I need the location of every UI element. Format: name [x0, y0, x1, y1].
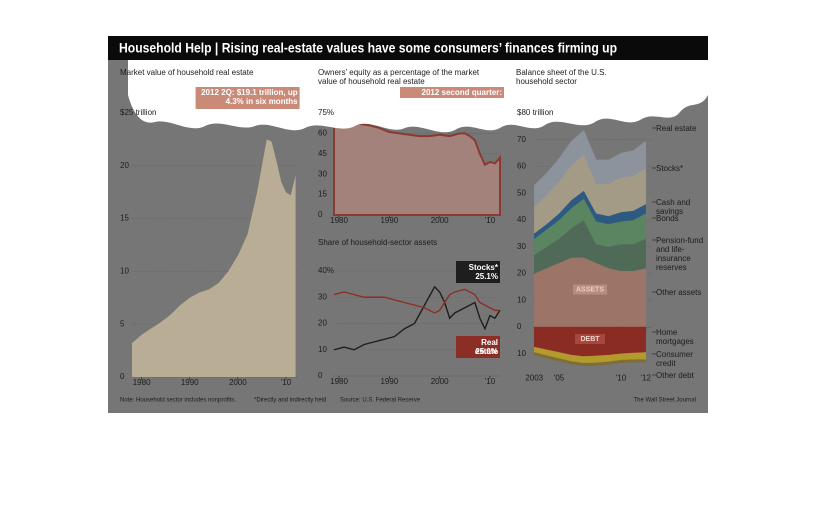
- x-tick-label: 2000: [431, 216, 449, 225]
- y-tick-label: 10: [517, 349, 526, 358]
- value-label: 25.0%: [475, 347, 498, 356]
- chart-title: Market value of household real estate: [120, 68, 254, 77]
- x-tick-label: 1980: [133, 378, 151, 387]
- labels: Household Help | Rising real-estate valu…: [108, 36, 708, 404]
- legend-label: Other debt: [656, 371, 694, 380]
- y-tick-label: 50: [517, 188, 526, 197]
- y-tick-label: 20: [120, 161, 129, 170]
- y-tick-label: 75%: [318, 108, 334, 117]
- y-tick-label: 0: [318, 210, 323, 219]
- x-tick-label: '12: [641, 374, 652, 383]
- x-tick-label: 2003: [525, 374, 543, 383]
- stacked-area: [534, 130, 647, 208]
- y-tick-label: 60: [318, 129, 327, 138]
- y-tick-label: 0: [318, 371, 323, 380]
- x-tick-label: 1980: [330, 216, 348, 225]
- stacked-area: [534, 352, 647, 367]
- x-tick-label: 2000: [431, 377, 449, 386]
- x-tick-label: 1980: [330, 377, 348, 386]
- y-tick-label: 5: [120, 319, 125, 328]
- x-tick-label: 1990: [380, 216, 398, 225]
- line: [333, 285, 501, 351]
- x-tick-label: 1990: [181, 378, 199, 387]
- debt-box: [575, 334, 605, 345]
- y-tick-label: 40%: [318, 266, 334, 275]
- y-tick-label: 10: [318, 345, 327, 354]
- value-label: 25.1%: [475, 272, 498, 281]
- legend-label: Stocks*: [656, 164, 684, 173]
- chart-title: Owners’ equity as a percentage of the ma…: [318, 68, 480, 86]
- x-tick-label: '10: [485, 377, 496, 386]
- y-tick-label: 30: [318, 292, 327, 301]
- label-box: [456, 336, 500, 358]
- series-name: Stocks*: [468, 263, 498, 272]
- x-tick-label: '10: [616, 374, 627, 383]
- y-tick-label: 15: [318, 190, 327, 199]
- y-tick-label: 40: [517, 215, 526, 224]
- y-tick-label: $80 trillion: [517, 108, 553, 117]
- note: *Directly and indirectly held: [254, 398, 326, 404]
- y-tick-label: 20: [318, 319, 327, 328]
- y-tick-label: 0: [517, 322, 522, 331]
- y-tick-label: 10: [517, 295, 526, 304]
- annotation-box: [400, 87, 504, 98]
- x-tick-label: '10: [281, 378, 292, 387]
- y-tick-label: 10: [120, 267, 129, 276]
- x-tick-label: 2000: [229, 378, 247, 387]
- legend-label: Home mortgages: [656, 328, 694, 346]
- title-bar: [108, 36, 708, 60]
- y-tick-label: 30: [318, 169, 327, 178]
- legend-label: Real estate: [656, 124, 697, 133]
- assets-label: ASSETS: [576, 286, 604, 293]
- annotation: 2012 2Q: $19.1 trillion, up 4.3% in six …: [201, 88, 298, 106]
- legend-label: Cash and savings: [656, 198, 691, 216]
- series-name: Real estate: [474, 338, 498, 356]
- x-tick-label: '05: [554, 374, 565, 383]
- source: Source: U.S. Federal Reserve: [340, 398, 421, 404]
- page-title: Household Help | Rising real-estate valu…: [119, 40, 617, 56]
- annotation-box: [195, 87, 300, 109]
- line: [333, 288, 500, 314]
- y-tick-label: 70: [517, 135, 526, 144]
- debt-label: DEBT: [580, 336, 600, 343]
- note: Note: Household sector includes nonprofi…: [120, 398, 236, 404]
- x-tick-label: 1990: [380, 377, 398, 386]
- label-box: [456, 261, 500, 283]
- chart-title: Share of household-sector assets: [318, 238, 438, 247]
- chart-title: Balance sheet of the U.S. household sect…: [516, 68, 607, 86]
- y-tick-label: 15: [120, 214, 129, 223]
- assets-box: [573, 284, 607, 295]
- annotation: 2012 second quarter: 42.1%: [421, 88, 502, 106]
- area: [132, 139, 296, 377]
- y-tick-label: 0: [120, 372, 125, 381]
- y-tick-label: 20: [517, 269, 526, 278]
- legend-label: Other assets: [656, 288, 702, 297]
- x-tick-label: '10: [485, 216, 496, 225]
- y-tick-label: 60: [517, 162, 526, 171]
- y-tick-label: $25 trillion: [120, 108, 156, 117]
- legend-label: Bonds: [656, 214, 679, 223]
- y-tick-label: 45: [318, 149, 327, 158]
- legend-label: Pension-fund and life-insurance reserves: [656, 236, 704, 272]
- legend-label: Consumer credit: [656, 350, 693, 368]
- credit: The Wall Street Journal: [634, 398, 696, 404]
- y-tick-label: 30: [517, 242, 526, 251]
